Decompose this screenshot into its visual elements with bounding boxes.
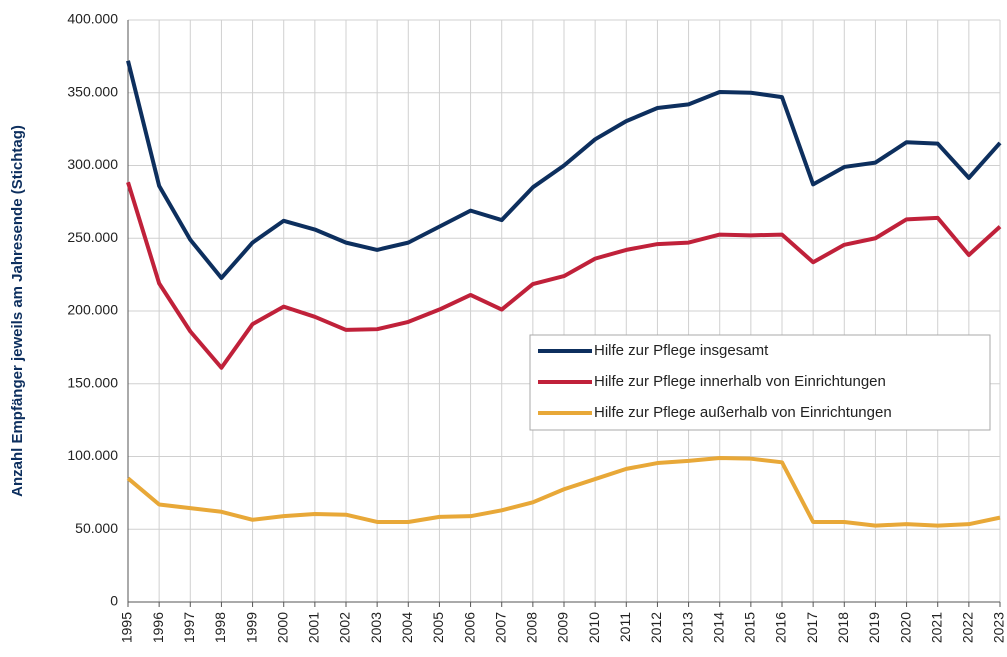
x-tick-label: 1996 [150, 612, 166, 643]
x-tick-label: 2005 [430, 612, 446, 643]
x-tick-label: 2017 [804, 612, 820, 643]
x-tick-label: 2008 [524, 612, 540, 643]
y-tick-label: 300.000 [67, 156, 118, 172]
series-line [126, 181, 1002, 370]
y-tick-label: 200.000 [67, 302, 118, 318]
x-tick-label: 2019 [866, 612, 882, 643]
x-tick-label: 2012 [648, 612, 664, 643]
y-tick-label: 400.000 [67, 11, 118, 27]
legend-box [529, 334, 991, 431]
x-tick-label: 2003 [368, 612, 384, 643]
x-tick-label: 2014 [710, 612, 726, 643]
x-tick-label: 2009 [555, 612, 571, 643]
x-tick-label: 2018 [835, 612, 851, 643]
series-line [126, 60, 1002, 280]
x-tick-label: 2002 [337, 612, 353, 643]
x-tick-label: 1997 [181, 612, 197, 643]
series-line [126, 455, 1001, 528]
x-tick-label: 2001 [306, 612, 322, 643]
x-tick-label: 2015 [742, 612, 758, 643]
x-tick-label: 2011 [617, 612, 633, 642]
y-axis-label: Anzahl Empfänger jeweils am Jahresende (… [9, 125, 26, 497]
x-tick-label: 1998 [212, 612, 228, 643]
x-tick-label: 2000 [274, 612, 290, 643]
y-tick-label: 250.000 [67, 229, 118, 245]
x-tick-label: 2013 [679, 612, 695, 643]
x-tick-label: 2010 [586, 612, 602, 643]
y-tick-label: 150.000 [67, 374, 118, 390]
y-tick-label: 350.000 [67, 83, 118, 99]
x-tick-label: 2007 [492, 612, 508, 643]
x-tick-label: 2004 [399, 612, 415, 643]
x-tick-label: 2022 [960, 612, 976, 643]
legend-label: Hilfe zur Pflege insgesamt [594, 342, 769, 359]
legend-label: Hilfe zur Pflege innerhalb von Einrichtu… [594, 373, 886, 390]
x-tick-label: 2023 [991, 612, 1007, 643]
x-tick-label: 2016 [773, 612, 789, 643]
legend-label: Hilfe zur Pflege außerhalb von Einrichtu… [594, 404, 892, 421]
x-tick-label: 1999 [243, 612, 259, 643]
x-tick-label: 2006 [461, 612, 477, 643]
y-tick-label: 50.000 [75, 520, 118, 536]
x-tick-label: 1995 [119, 612, 135, 643]
y-tick-label: 100.000 [67, 447, 118, 463]
y-tick-label: 0 [110, 593, 118, 609]
x-tick-label: 2021 [928, 612, 944, 643]
x-tick-label: 2020 [897, 612, 913, 643]
